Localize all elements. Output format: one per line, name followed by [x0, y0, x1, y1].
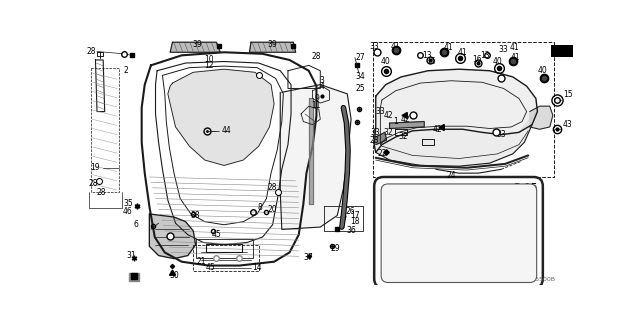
- Polygon shape: [129, 273, 139, 281]
- Text: 22: 22: [377, 149, 387, 158]
- Text: 11: 11: [312, 101, 321, 110]
- FancyBboxPatch shape: [374, 177, 543, 288]
- Text: 3: 3: [319, 76, 324, 85]
- Text: 35: 35: [123, 199, 132, 208]
- Text: 21: 21: [196, 257, 205, 266]
- Text: 28: 28: [96, 188, 106, 197]
- Text: 1: 1: [394, 117, 398, 126]
- Text: 41: 41: [510, 53, 520, 62]
- Text: 33: 33: [497, 130, 506, 139]
- Polygon shape: [551, 44, 573, 57]
- Polygon shape: [308, 99, 312, 204]
- Polygon shape: [168, 69, 274, 165]
- Text: 2: 2: [123, 66, 128, 75]
- Polygon shape: [250, 42, 296, 52]
- Text: 40: 40: [381, 57, 390, 66]
- FancyBboxPatch shape: [381, 184, 537, 283]
- Polygon shape: [376, 112, 538, 166]
- Text: 33: 33: [371, 128, 381, 137]
- Text: 27: 27: [356, 53, 365, 62]
- Text: 42: 42: [400, 115, 410, 124]
- Text: 28: 28: [86, 47, 95, 56]
- Text: 45: 45: [206, 263, 216, 272]
- Text: 10: 10: [204, 55, 214, 64]
- Text: 42: 42: [383, 111, 393, 120]
- Text: 24: 24: [446, 171, 456, 180]
- Text: 30: 30: [169, 271, 179, 280]
- Polygon shape: [280, 84, 351, 229]
- Text: 39: 39: [192, 40, 202, 49]
- Text: 34: 34: [355, 72, 365, 81]
- Text: 43: 43: [563, 120, 573, 129]
- Text: 41: 41: [444, 43, 453, 52]
- Text: 38: 38: [191, 211, 200, 220]
- Text: ► B-15: ► B-15: [504, 182, 537, 191]
- Text: 16: 16: [472, 55, 482, 64]
- Text: 32: 32: [399, 132, 408, 141]
- Text: 39: 39: [268, 40, 277, 49]
- Text: 13: 13: [422, 51, 432, 60]
- Text: 44: 44: [221, 126, 231, 135]
- Text: 41: 41: [391, 42, 401, 51]
- Text: 41: 41: [509, 43, 519, 52]
- Text: 4: 4: [319, 83, 324, 92]
- Text: 25: 25: [356, 84, 365, 93]
- Text: TZ54B5500B: TZ54B5500B: [516, 277, 556, 282]
- Text: 29: 29: [331, 244, 340, 253]
- Text: 45: 45: [211, 230, 221, 239]
- Text: 17: 17: [350, 211, 360, 220]
- Text: 20: 20: [268, 205, 277, 214]
- Text: 28: 28: [312, 52, 321, 60]
- Polygon shape: [376, 132, 387, 145]
- Text: 41: 41: [457, 48, 467, 57]
- Text: 40: 40: [493, 57, 502, 66]
- Text: 36: 36: [346, 227, 356, 236]
- Polygon shape: [530, 106, 553, 129]
- Text: 42: 42: [433, 125, 442, 134]
- Text: 33: 33: [376, 107, 385, 116]
- Text: 13: 13: [480, 51, 490, 60]
- Text: 14: 14: [252, 263, 262, 272]
- Polygon shape: [374, 69, 538, 152]
- Text: 26: 26: [346, 207, 355, 216]
- Text: 5: 5: [530, 228, 534, 237]
- Text: 32: 32: [383, 128, 393, 137]
- Polygon shape: [170, 42, 220, 52]
- Text: 9: 9: [314, 94, 319, 103]
- Text: 37: 37: [304, 253, 314, 262]
- Polygon shape: [149, 214, 196, 259]
- Text: 15: 15: [563, 90, 572, 99]
- Text: 33: 33: [499, 45, 508, 54]
- Text: 6: 6: [133, 220, 138, 229]
- Text: 28: 28: [268, 183, 277, 192]
- Text: 8: 8: [258, 203, 262, 212]
- Text: 31: 31: [127, 251, 136, 260]
- Text: FR.: FR.: [552, 46, 570, 56]
- Text: 28: 28: [88, 179, 98, 188]
- Text: 16: 16: [426, 57, 436, 66]
- Polygon shape: [390, 122, 424, 129]
- Text: 18: 18: [350, 217, 360, 226]
- Text: 12: 12: [204, 61, 213, 70]
- Text: 7: 7: [129, 273, 134, 282]
- Text: 23: 23: [369, 136, 379, 145]
- Text: 40: 40: [537, 66, 547, 75]
- Text: 46: 46: [123, 207, 132, 216]
- Text: 33: 33: [369, 42, 379, 51]
- Text: 19: 19: [91, 163, 100, 172]
